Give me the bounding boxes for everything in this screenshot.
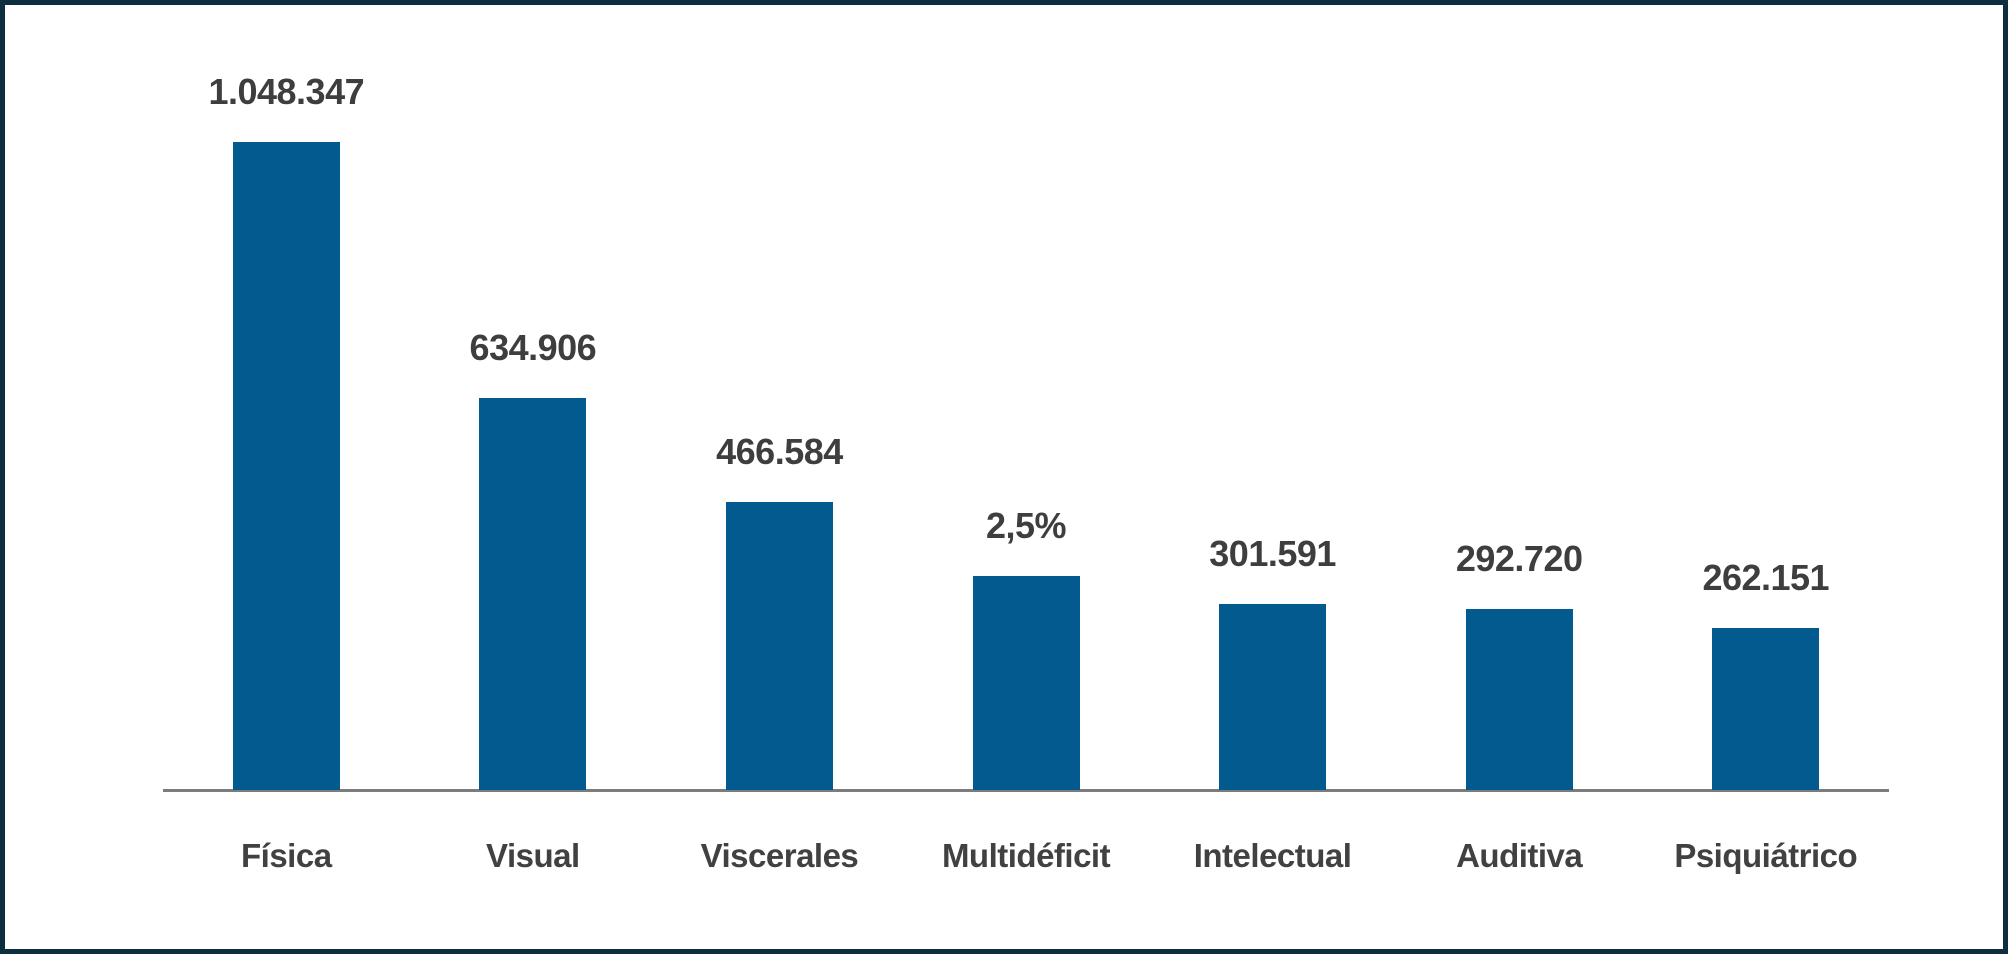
bar xyxy=(725,502,833,790)
category-label: Multidéficit xyxy=(941,837,1111,874)
bar xyxy=(1465,609,1573,790)
bar-slot: 634.906 xyxy=(410,60,657,790)
category-label: Viscerales xyxy=(700,837,859,874)
bar-slot: 292.720 xyxy=(1396,60,1643,790)
bars-container: 1.048.347 634.906 466.584 2,5% 301.591 292.72… xyxy=(163,60,1889,790)
category-label: Visual xyxy=(486,837,580,874)
category-label: Auditiva xyxy=(1456,837,1583,874)
bar-chart: 1.048.347 634.906 466.584 2,5% 301.591 292.72… xyxy=(5,5,2003,949)
bar-slot: 262.151 xyxy=(1642,60,1889,790)
bar-value-label: 2,5% xyxy=(985,505,1067,546)
bar xyxy=(972,576,1080,790)
bar-slot: 2,5% xyxy=(903,60,1150,790)
bar xyxy=(1712,628,1820,790)
bar-value-label: 634.906 xyxy=(469,327,597,368)
bar-value-label: 301.591 xyxy=(1209,533,1336,574)
category-label: Psiquiátrico xyxy=(1674,837,1858,874)
category-labels: Física Visual Viscerales Multidéficit Intele… xyxy=(163,837,1889,875)
bar-value-label: 292.720 xyxy=(1455,538,1583,579)
x-axis-line xyxy=(163,789,1889,792)
bar-value-label: 262.151 xyxy=(1702,557,1830,598)
bar-slot: 301.591 xyxy=(1149,60,1396,790)
bar-slot: 466.584 xyxy=(656,60,903,790)
bar xyxy=(232,142,340,790)
bar xyxy=(479,398,587,790)
bar-slot: 1.048.347 xyxy=(163,60,410,790)
category-label: Física xyxy=(241,837,332,874)
bar-value-label: 466.584 xyxy=(716,431,843,472)
bar xyxy=(1219,604,1327,790)
category-label: Intelectual xyxy=(1193,837,1352,874)
bar-value-label: 1.048.347 xyxy=(208,71,365,112)
